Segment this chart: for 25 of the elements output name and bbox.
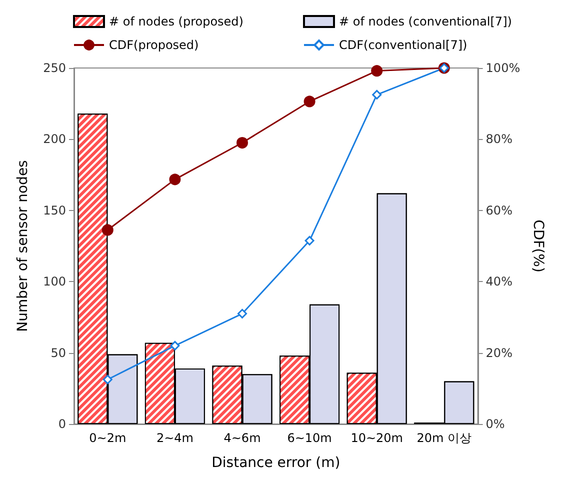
legend-label: # of nodes (proposed)	[109, 14, 244, 28]
y-tick-label: 50	[50, 346, 66, 360]
y-tick-label: 100	[43, 274, 66, 289]
x-tick-label: 20m 이상	[416, 431, 472, 445]
y-tick-label: 200	[43, 132, 66, 146]
legend-label: CDF(conventional[7])	[339, 38, 468, 52]
x-tick-label: 6~10m	[287, 431, 332, 445]
y2-axis-title: CDF(%)	[530, 220, 546, 272]
y-tick-label: 0	[58, 417, 66, 431]
y2-tick-label: 40%	[486, 274, 512, 289]
legend-label: # of nodes (conventional[7])	[339, 14, 512, 28]
y2-tick-label: 60%	[486, 203, 512, 218]
x-tick-label: 10~20m	[350, 431, 403, 445]
y-tick-label: 250	[43, 61, 66, 75]
y-tick-label: 150	[43, 203, 66, 218]
legend-label: CDF(proposed)	[109, 38, 199, 52]
x-axis-title: Distance error (m)	[212, 455, 340, 471]
x-tick-label: 0~2m	[89, 431, 126, 445]
x-tick-label: 4~6m	[224, 431, 261, 445]
y2-tick-label: 100%	[486, 61, 520, 75]
y2-tick-label: 80%	[486, 132, 512, 146]
y2-tick-label: 20%	[486, 346, 512, 360]
y-axis-title: Number of sensor nodes	[15, 160, 31, 332]
y2-tick-label: 0%	[486, 417, 505, 431]
x-tick-label: 2~4m	[156, 431, 194, 445]
